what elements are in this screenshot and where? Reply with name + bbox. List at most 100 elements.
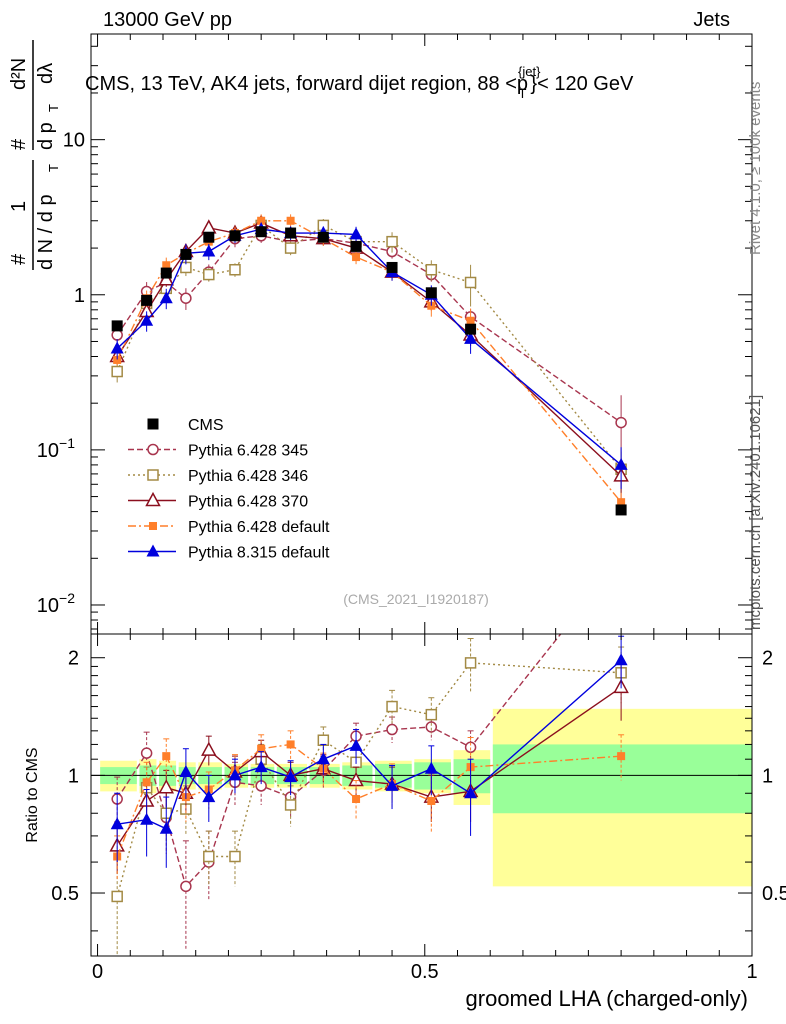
ratio-point-pythia-8-315-default-6 — [254, 760, 268, 773]
main-y-tick-label-2: 1 — [74, 285, 85, 307]
main-point-pythia-8-315-default-0 — [110, 341, 124, 354]
main-line-pythia-6-428-370 — [116, 222, 622, 477]
legend-entry-pythia-6-428-default: Pythia 6.428 default — [128, 519, 330, 536]
legend-label-cms: CMS — [188, 417, 224, 434]
ratio-series-layer — [109, 634, 629, 956]
ylabel-numerator: 1 — [8, 201, 30, 212]
ratio-y-tick-label-0: 0.5 — [51, 883, 79, 905]
ratio-point-pythia-6-428-346-11 — [425, 708, 438, 721]
chart-title-end: }< 120 GeV — [530, 73, 634, 95]
x-tick-label-2: 1 — [746, 961, 757, 983]
ratio-point-pythia-8-315-default-2 — [159, 821, 173, 834]
main-point-pythia-6-428-346-5 — [229, 263, 241, 276]
legend-entry-pythia-8-315-default: Pythia 8.315 default — [128, 544, 330, 562]
main-point-pythia-8-315-default-1 — [140, 313, 154, 326]
main-point-pythia-6-428-346-11 — [425, 263, 438, 276]
main-point-cms-6 — [255, 226, 267, 238]
main-point-pythia-6-428-370-2 — [158, 271, 175, 286]
chart-title: CMS, 13 TeV, AK4 jets, forward dijet reg… — [85, 64, 634, 101]
legend-marker-pythia-6-428-345 — [147, 443, 159, 456]
ratio-y-tick-label-1: 1 — [68, 765, 79, 787]
main-point-cms-9 — [350, 240, 362, 252]
chart-title-superscript: {jet} — [518, 64, 541, 79]
ratio-point-pythia-6-428-345-12 — [464, 741, 477, 754]
ratio-point-pythia-6-428-346-0 — [111, 890, 123, 903]
ratio-point-pythia-6-428-346-8 — [317, 734, 330, 746]
ratio-y-tick-label-right-2: 2 — [762, 648, 773, 670]
main-point-pythia-6-428-370-4 — [201, 219, 217, 234]
main-y-tick-label-3: 10 — [63, 130, 85, 152]
main-point-pythia-6-428-default-13 — [617, 498, 626, 507]
ratio-point-pythia-6-428-default-2 — [162, 752, 171, 761]
ratio-point-pythia-6-428-370-4 — [201, 741, 217, 756]
ratio-plot-frame — [90, 633, 753, 957]
header-left: 13000 GeV pp — [103, 9, 232, 31]
main-point-cms-10 — [386, 261, 398, 273]
analysis-watermark: (CMS_2021_I1920187) — [343, 591, 489, 607]
ratio-line-pythia-6-428-345 — [116, 634, 562, 888]
main-y-tick-base-0: 10 — [37, 595, 59, 617]
ratio-point-pythia-6-428-370-2 — [158, 779, 175, 794]
ylabel-hash-1: # — [8, 253, 30, 265]
main-point-cms-13 — [615, 504, 627, 516]
ylabel-dlambda: dλ — [35, 63, 57, 84]
chart-title-subscript: T — [518, 86, 526, 101]
ratio-ylabel: Ratio to CMS — [24, 747, 41, 842]
ratio-series-pythia-6-428-346 — [111, 637, 627, 956]
ratio-point-pythia-6-428-345-11 — [425, 721, 438, 733]
main-point-cms-2 — [160, 267, 172, 279]
main-point-pythia-6-428-346-7 — [284, 242, 297, 254]
main-line-pythia-8-315-default — [116, 228, 622, 466]
main-point-pythia-8-315-default-2 — [159, 291, 173, 304]
main-point-pythia-8-315-default-9 — [349, 227, 363, 240]
main-point-cms-7 — [285, 227, 297, 239]
main-point-pythia-6-428-346-0 — [111, 365, 123, 378]
x-axis-label: groomed LHA (charged-only) — [466, 986, 748, 1011]
main-point-pythia-6-428-default-7 — [286, 216, 295, 225]
legend-label-pythia-6-428-370: Pythia 6.428 370 — [188, 494, 308, 511]
ratio-point-pythia-6-428-default-11 — [427, 796, 436, 805]
ylabel-hash-2: # — [8, 138, 30, 150]
legend-label-pythia-8-315-default: Pythia 8.315 default — [188, 545, 330, 562]
ratio-point-pythia-6-428-345-3 — [180, 880, 192, 893]
ratio-point-pythia-8-315-default-4 — [202, 790, 216, 803]
ratio-point-pythia-6-428-345-10 — [386, 723, 398, 736]
legend-entry-cms: CMS — [147, 417, 224, 434]
legend-marker-cms — [147, 418, 159, 430]
main-point-pythia-6-428-346-10 — [386, 235, 398, 248]
main-line-pythia-6-428-default — [116, 220, 622, 503]
ratio-point-pythia-8-315-default-7 — [284, 770, 298, 783]
main-point-pythia-6-428-default-0 — [113, 355, 122, 364]
ratio-point-pythia-8-315-default-1 — [140, 812, 154, 825]
ratio-series-pythia-8-315-default — [110, 635, 628, 868]
main-point-pythia-8-315-default-13 — [614, 457, 628, 470]
main-point-pythia-6-428-default-9 — [352, 253, 361, 262]
legend-label-pythia-6-428-345: Pythia 6.428 345 — [188, 443, 308, 460]
main-point-pythia-6-428-default-2 — [162, 261, 171, 270]
main-point-cms-12 — [465, 323, 477, 335]
ylabel-d2n: d²N — [8, 58, 30, 90]
y-axis-label: # 1 d N / d p T # d²N d p T dλ — [8, 40, 61, 270]
legend-entry-pythia-6-428-346: Pythia 6.428 346 — [128, 468, 308, 485]
main-point-cms-8 — [317, 231, 329, 243]
main-point-pythia-8-315-default-4 — [202, 244, 216, 257]
main-point-pythia-6-428-346-4 — [203, 268, 215, 281]
ratio-point-pythia-6-428-345-1 — [140, 747, 153, 759]
ratio-y-tick-label-2: 2 — [68, 648, 79, 670]
ratio-point-pythia-6-428-346-4 — [203, 850, 215, 863]
main-y-tick-base-1: 10 — [37, 440, 59, 462]
mcplots-label: mcplots.cern.ch [arXiv:2401.10621] — [747, 395, 764, 630]
main-y-tick-label-1: 10−1 — [37, 435, 75, 462]
ylabel-dpt: d p — [35, 122, 57, 150]
main-series-layer — [109, 214, 629, 516]
main-point-pythia-6-428-345-0 — [111, 329, 123, 341]
ratio-point-pythia-8-315-default-8 — [316, 752, 330, 765]
main-point-cms-1 — [141, 294, 153, 306]
ratio-point-pythia-6-428-346-5 — [229, 850, 241, 863]
main-point-cms-4 — [203, 231, 215, 243]
ratio-point-pythia-8-315-default-0 — [110, 817, 124, 830]
ratio-y-tick-label-right-1: 1 — [762, 765, 773, 787]
ratio-point-pythia-6-428-default-6 — [257, 744, 266, 753]
